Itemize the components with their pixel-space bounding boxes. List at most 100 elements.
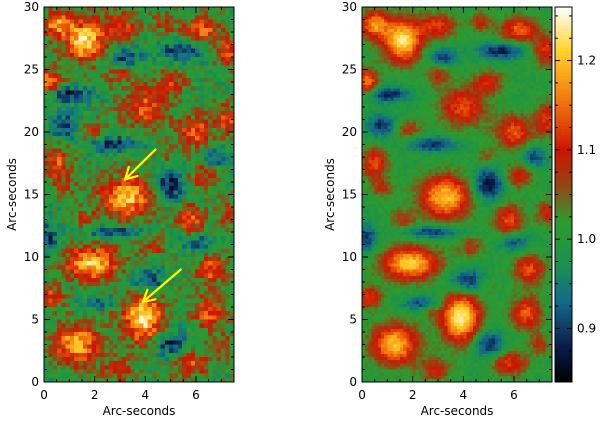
heatmap-cell bbox=[225, 169, 231, 175]
heatmap-cell bbox=[177, 194, 183, 200]
heatmap-cell bbox=[208, 257, 214, 262]
heatmap-cell bbox=[87, 248, 93, 254]
heatmap-cell bbox=[177, 352, 183, 358]
heatmap-cell bbox=[229, 152, 235, 158]
heatmap-cell bbox=[121, 257, 127, 262]
heatmap-cell bbox=[169, 86, 175, 91]
heatmap-cell bbox=[229, 244, 235, 250]
heatmap-cell bbox=[400, 28, 404, 33]
heatmap-cell bbox=[126, 336, 131, 341]
heatmap-cell bbox=[147, 65, 153, 71]
heatmap-cell bbox=[104, 361, 110, 366]
heatmap-cell bbox=[82, 365, 88, 371]
heatmap-cell bbox=[61, 52, 67, 58]
heatmap-cell bbox=[61, 115, 67, 121]
heatmap-cell bbox=[108, 252, 114, 258]
heatmap-cell bbox=[160, 219, 166, 225]
heatmap-cell bbox=[160, 94, 166, 100]
heatmap-cell bbox=[147, 127, 153, 133]
heatmap-cell bbox=[212, 365, 218, 371]
heatmap-cell bbox=[130, 307, 136, 312]
heatmap-cell bbox=[221, 182, 226, 187]
heatmap-cell bbox=[225, 86, 231, 91]
heatmap-cell bbox=[510, 25, 515, 30]
heatmap-cell bbox=[507, 16, 512, 21]
heatmap-cell bbox=[208, 182, 214, 187]
heatmap-cell bbox=[160, 207, 166, 212]
heatmap-cell bbox=[143, 19, 149, 25]
heatmap-cell bbox=[87, 265, 93, 271]
heatmap-cell bbox=[82, 32, 88, 37]
heatmap-cell bbox=[182, 127, 188, 133]
heatmap-cell bbox=[156, 240, 162, 246]
heatmap-cell bbox=[393, 16, 398, 21]
heatmap-cell bbox=[365, 44, 369, 49]
heatmap-cell bbox=[151, 298, 157, 304]
heatmap-cell bbox=[523, 35, 528, 39]
heatmap-cell bbox=[78, 27, 84, 33]
heatmap-cell bbox=[495, 47, 499, 52]
heatmap-cell bbox=[186, 161, 192, 166]
heatmap-cell bbox=[472, 25, 477, 30]
heatmap-cell bbox=[403, 16, 407, 21]
heatmap-cell bbox=[130, 361, 136, 366]
heatmap-cell bbox=[65, 223, 71, 229]
heatmap-cell bbox=[479, 19, 483, 24]
heatmap-cell bbox=[177, 82, 183, 87]
heatmap-cell bbox=[139, 57, 144, 62]
heatmap-cell bbox=[143, 223, 149, 229]
heatmap-cell bbox=[151, 307, 157, 312]
heatmap-cell bbox=[82, 107, 88, 112]
heatmap-cell bbox=[182, 119, 188, 125]
heatmap-cell bbox=[229, 73, 235, 79]
heatmap-cell bbox=[151, 82, 157, 87]
heatmap-cell bbox=[48, 327, 54, 333]
heatmap-cell bbox=[113, 140, 119, 146]
heatmap-cell bbox=[52, 44, 58, 50]
heatmap-cell bbox=[177, 340, 183, 346]
heatmap-cell bbox=[48, 19, 54, 25]
heatmap-cell bbox=[113, 52, 119, 58]
heatmap-cell bbox=[65, 257, 71, 262]
heatmap-cell bbox=[126, 290, 131, 296]
heatmap-cell bbox=[95, 211, 101, 216]
heatmap-cell bbox=[485, 28, 490, 33]
heatmap-cell bbox=[368, 13, 373, 17]
heatmap-cell bbox=[438, 16, 442, 21]
heatmap-cell bbox=[212, 123, 218, 129]
heatmap-cell bbox=[147, 19, 153, 25]
heatmap-cell bbox=[384, 50, 388, 55]
heatmap-cell bbox=[100, 236, 106, 241]
heatmap-cell bbox=[199, 140, 205, 146]
heatmap-cell bbox=[65, 369, 71, 375]
heatmap-cell bbox=[52, 211, 58, 216]
heatmap-cell bbox=[199, 202, 205, 208]
heatmap-cell bbox=[212, 69, 218, 75]
heatmap-cell bbox=[56, 211, 62, 216]
heatmap-cell bbox=[507, 22, 512, 27]
heatmap-cell bbox=[225, 98, 231, 104]
heatmap-cell bbox=[117, 52, 123, 58]
heatmap-cell bbox=[52, 294, 58, 300]
heatmap-cell bbox=[186, 52, 192, 58]
heatmap-cell bbox=[82, 186, 88, 191]
heatmap-cell bbox=[393, 35, 398, 39]
heatmap-cell bbox=[87, 23, 93, 29]
heatmap-cell bbox=[78, 111, 84, 116]
heatmap-cell bbox=[221, 123, 226, 129]
heatmap-cell bbox=[182, 244, 188, 250]
heatmap-cell bbox=[169, 215, 175, 221]
heatmap-cell bbox=[186, 61, 192, 66]
heatmap-cell bbox=[173, 136, 179, 141]
heatmap-cell bbox=[117, 65, 123, 71]
heatmap-cell bbox=[69, 290, 75, 296]
heatmap-cell bbox=[121, 207, 127, 212]
heatmap-cell bbox=[82, 311, 88, 316]
heatmap-cell bbox=[156, 319, 162, 325]
heatmap-cell bbox=[190, 86, 196, 91]
heatmap-cell bbox=[147, 98, 153, 104]
heatmap-cell bbox=[82, 236, 88, 241]
heatmap-cell bbox=[164, 182, 170, 187]
heatmap-cell bbox=[182, 19, 188, 25]
heatmap-cell bbox=[195, 269, 201, 275]
